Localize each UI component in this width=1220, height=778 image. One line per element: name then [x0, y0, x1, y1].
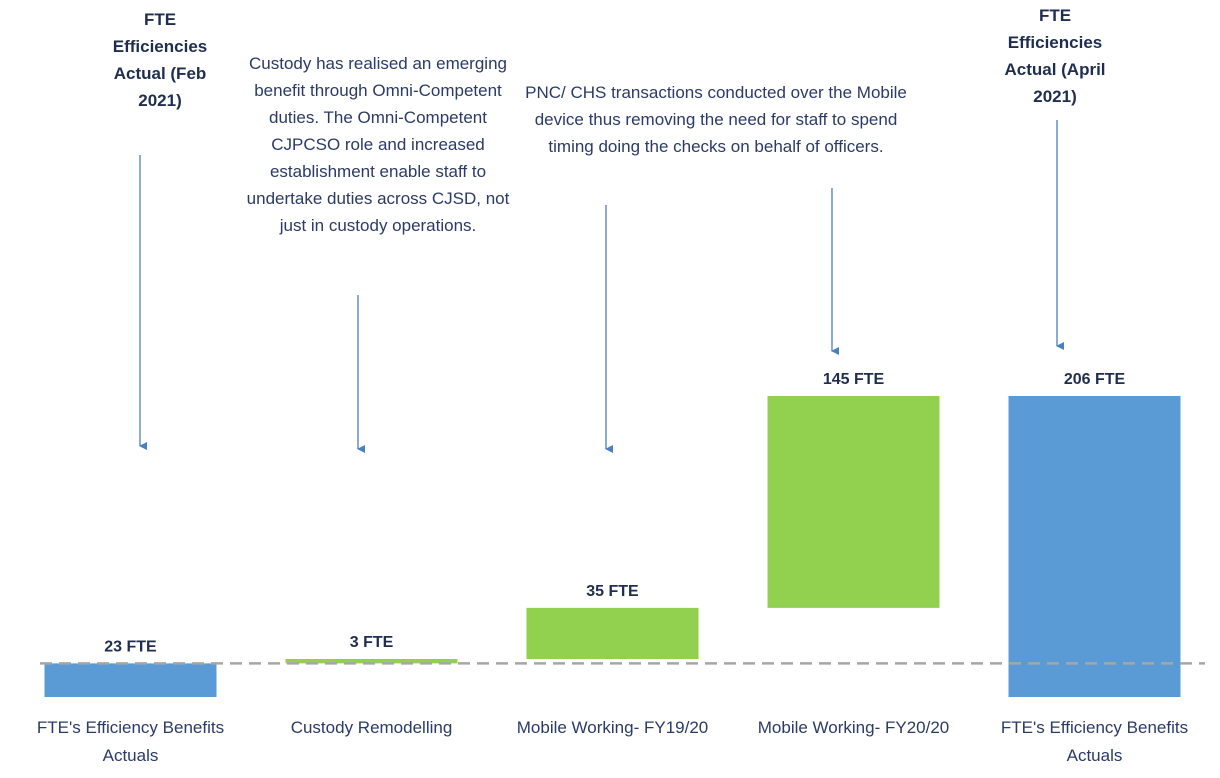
x-tick-label: Mobile Working- FY19/20	[516, 718, 709, 737]
x-tick-label: Mobile Working- FY20/20	[757, 718, 950, 737]
bar	[767, 396, 940, 608]
bar	[1008, 396, 1181, 697]
value-label: 23 FTE	[104, 638, 157, 655]
annotation: FTE Efficiencies Actual (Feb 2021)	[112, 10, 208, 110]
value-label: 145 FTE	[823, 371, 885, 388]
bar	[285, 659, 458, 664]
value-label: 35 FTE	[586, 583, 639, 600]
x-tick-label: FTE's Efficiency Benefits Actuals	[1000, 718, 1189, 765]
x-tick-label: Custody Remodelling	[290, 718, 453, 737]
value-label: 3 FTE	[350, 634, 394, 651]
x-tick-label: FTE's Efficiency Benefits Actuals	[36, 718, 225, 765]
arrows	[139, 120, 1064, 453]
bar	[44, 663, 217, 697]
value-label: 206 FTE	[1064, 371, 1126, 388]
bar	[526, 607, 699, 660]
annotation: Custody has realised an emerging benefit…	[246, 54, 510, 235]
annotation: PNC/ CHS transactions conducted over the…	[525, 83, 907, 156]
annotation: FTE Efficiencies Actual (April 2021)	[1004, 6, 1106, 106]
